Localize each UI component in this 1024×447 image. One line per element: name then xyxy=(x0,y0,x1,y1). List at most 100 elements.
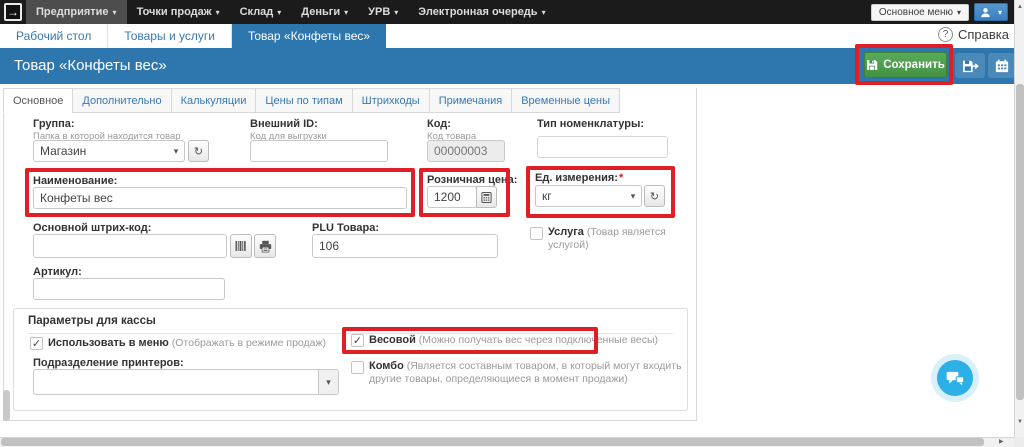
form-tab-notes[interactable]: Примечания xyxy=(428,88,513,113)
save-icon xyxy=(867,60,878,70)
menu-item-warehouse[interactable]: Склад ▾ xyxy=(239,6,282,18)
calendar-icon xyxy=(995,59,1008,72)
vertical-scrollbar-thumb[interactable] xyxy=(1016,84,1024,400)
check-icon: ✓ xyxy=(352,335,363,347)
form-tab-main[interactable]: Основное xyxy=(3,88,74,113)
caret-down-icon: ▾ xyxy=(112,8,117,17)
external-id-label: Внешний ID: xyxy=(250,118,318,130)
group-refresh-button[interactable]: ↻ xyxy=(188,140,209,162)
nomenclature-type-label: Тип номенклатуры: xyxy=(537,118,645,130)
plu-input[interactable] xyxy=(312,234,498,258)
save-button[interactable]: Сохранить xyxy=(864,52,947,78)
service-checkbox-label: Услуга (Товар является услугой) xyxy=(548,226,666,251)
vertical-scrollbar[interactable]: ▲ ▼ xyxy=(1014,0,1024,447)
price-calculator-button[interactable] xyxy=(476,186,497,208)
weight-checkbox-label: Весовой (Можно получать вес через подклю… xyxy=(369,334,659,346)
retail-price-label: Розничная цена: xyxy=(427,174,518,186)
sidebar-toggle-button[interactable]: → xyxy=(4,3,22,21)
printer-division-select[interactable]: ▾ xyxy=(33,369,339,395)
code-label: Код: xyxy=(427,118,451,130)
weight-checkbox[interactable]: ✓ xyxy=(351,334,364,347)
form-tab-temp-prices[interactable]: Временные цены xyxy=(511,88,620,113)
unit-label: Ед. измерения:* xyxy=(535,172,624,184)
unit-refresh-button[interactable]: ↻ xyxy=(644,185,665,207)
group-select[interactable]: Магазин ▾ xyxy=(33,140,185,162)
scrollbar-corner xyxy=(1014,437,1024,447)
tab-desktop[interactable]: Рабочий стол xyxy=(0,24,109,48)
retail-price-input[interactable] xyxy=(427,186,477,208)
menu-item-urv[interactable]: УРВ ▾ xyxy=(368,6,399,18)
refresh-icon: ↻ xyxy=(193,145,204,158)
chevron-down-icon: ▾ xyxy=(173,145,179,156)
horizontal-scrollbar-thumb[interactable] xyxy=(1,438,984,446)
scroll-up-icon[interactable]: ▲ xyxy=(1017,4,1023,10)
group-label: Группа: xyxy=(33,118,75,130)
caret-down-icon: ▾ xyxy=(956,7,961,17)
form-tab-additional[interactable]: Дополнительно xyxy=(72,88,172,113)
top-menubar: → Предприятие ▾ Точки продаж ▾ Склад ▾ День… xyxy=(0,0,1014,24)
save-and-close-button[interactable] xyxy=(955,53,985,78)
form-tab-calculations[interactable]: Калькуляции xyxy=(170,88,257,113)
cash-params-title: Параметры для кассы xyxy=(28,315,673,334)
caret-down-icon: ▾ xyxy=(997,7,1002,17)
scroll-right-icon[interactable]: ▶ xyxy=(999,439,1004,445)
combo-checkbox-label: Комбо (Является составным товаром, в кот… xyxy=(369,360,682,385)
calendar-button[interactable] xyxy=(988,53,1015,78)
chevron-down-icon: ▾ xyxy=(630,190,636,201)
help-link[interactable]: ? Справка xyxy=(938,27,1009,42)
nomenclature-type-input[interactable] xyxy=(537,136,668,158)
panel-scrollbar-thumb[interactable] xyxy=(3,390,10,421)
barcode-print-button[interactable] xyxy=(254,234,276,258)
save-arrow-icon xyxy=(962,60,979,72)
workspace-tabbar: Рабочий стол Товары и услуги Товар «Конф… xyxy=(0,24,1014,48)
printer-icon xyxy=(259,240,271,252)
question-icon: ? xyxy=(938,27,953,42)
use-in-menu-label: Использовать в меню (Отображать в режиме… xyxy=(48,337,327,349)
printer-division-label: Подразделение принтеров: xyxy=(33,357,184,369)
use-in-menu-checkbox[interactable]: ✓ xyxy=(30,337,43,350)
menu-item-points-of-sale[interactable]: Точки продаж ▾ xyxy=(136,6,220,18)
chat-bubbles-icon xyxy=(946,371,965,385)
external-id-input[interactable] xyxy=(250,140,388,162)
caret-down-icon: ▾ xyxy=(215,8,220,17)
tab-goods-and-services[interactable]: Товары и услуги xyxy=(108,24,232,48)
scroll-down-icon[interactable]: ▼ xyxy=(1017,419,1023,425)
user-icon xyxy=(981,7,990,17)
service-checkbox[interactable] xyxy=(530,227,543,240)
main-barcode-input[interactable] xyxy=(33,234,227,258)
help-label: Справка xyxy=(958,27,1009,42)
calculator-icon xyxy=(481,191,492,203)
form-tab-barcodes[interactable]: Штрихкоды xyxy=(351,88,430,113)
plu-label: PLU Товара: xyxy=(312,222,380,234)
chat-button[interactable] xyxy=(937,360,973,396)
name-label: Наименование: xyxy=(33,175,118,187)
barcode-generate-button[interactable] xyxy=(230,234,252,258)
external-id-sublabel: Код для выгрузки xyxy=(250,131,327,142)
form-tab-prices-by-type[interactable]: Цены по типам xyxy=(255,88,353,113)
combo-checkbox[interactable] xyxy=(351,361,364,374)
page-title: Товар «Конфеты вес» xyxy=(14,57,167,74)
page-header: Товар «Конфеты вес» xyxy=(0,48,1014,84)
unit-select[interactable]: кг ▾ xyxy=(535,185,642,207)
name-input[interactable] xyxy=(33,187,407,209)
caret-down-icon: ▾ xyxy=(277,8,282,17)
article-input[interactable] xyxy=(33,278,225,300)
tab-product-konfety-ves[interactable]: Товар «Конфеты вес» xyxy=(231,24,387,48)
main-menu-button[interactable]: Основное меню ▾ xyxy=(870,3,969,21)
refresh-icon: ↻ xyxy=(649,190,660,203)
form-tabbar: Основное Дополнительно Калькуляции Цены … xyxy=(3,88,620,113)
group-sublabel: Папка в которой находится товар xyxy=(33,131,181,142)
code-input xyxy=(427,140,505,162)
caret-down-icon: ▾ xyxy=(344,8,349,17)
check-icon: ✓ xyxy=(31,338,42,350)
code-sublabel: Код товара xyxy=(427,131,477,142)
menu-item-electronic-queue[interactable]: Электронная очередь ▾ xyxy=(418,6,546,18)
user-menu-button[interactable]: ▾ xyxy=(973,3,1008,21)
menu-item-money[interactable]: Деньги ▾ xyxy=(301,6,349,18)
article-label: Артикул: xyxy=(33,266,82,278)
main-barcode-label: Основной штрих-код: xyxy=(33,222,152,234)
main-nav-menu: Предприятие ▾ Точки продаж ▾ Склад ▾ Деньги… xyxy=(26,0,556,24)
caret-down-icon: ▾ xyxy=(394,8,399,17)
caret-down-icon: ▾ xyxy=(541,8,546,17)
menu-item-enterprise[interactable]: Предприятие ▾ xyxy=(26,0,127,24)
